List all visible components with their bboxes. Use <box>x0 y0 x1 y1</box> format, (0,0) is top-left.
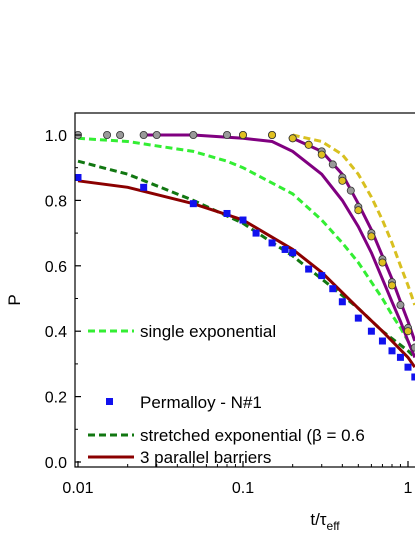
data-point-0-17 <box>396 353 404 361</box>
data-point-1-6 <box>223 130 232 139</box>
data-point-2-8 <box>378 258 387 267</box>
data-point-2-4 <box>317 150 326 159</box>
data-point-0-14 <box>367 327 375 335</box>
data-point-0-7 <box>281 245 289 253</box>
y-axis-label: P <box>5 294 24 305</box>
series-line-3 <box>77 136 415 355</box>
data-point-0-4 <box>239 216 247 224</box>
data-point-0-10 <box>318 272 326 280</box>
data-point-2-3 <box>304 140 313 149</box>
data-point-1-3 <box>139 130 148 139</box>
x-axis-label: t/τeff <box>310 510 340 533</box>
data-point-2-7 <box>367 232 376 241</box>
data-point-0-13 <box>354 314 362 322</box>
data-point-2-5 <box>338 176 347 185</box>
legend-label-0: single exponential <box>140 322 276 341</box>
x-tick-label-1: 0.1 <box>232 480 254 497</box>
legend: single exponential Permalloy - N#1 stretch… <box>88 322 365 467</box>
x-tick-label-2: 1 <box>404 480 413 497</box>
series-line-7 <box>143 133 415 358</box>
data-point-0-9 <box>305 265 313 273</box>
data-point-2-0 <box>238 130 247 139</box>
data-point-0-6 <box>268 239 276 247</box>
data-point-1-12 <box>328 160 337 169</box>
legend-label-3: 3 parallel barriers <box>140 448 271 467</box>
data-point-1-2 <box>116 130 125 139</box>
y-tick-label-2: 0.4 <box>45 324 67 341</box>
legend-label-2: stretched exponential (β = 0.6 <box>140 426 365 445</box>
data-point-0-0 <box>75 174 82 182</box>
data-point-1-4 <box>152 130 161 139</box>
data-point-0-5 <box>252 229 260 237</box>
legend-marker-1 <box>106 398 113 405</box>
series-line-6 <box>77 179 415 369</box>
data-point-0-12 <box>338 298 346 306</box>
data-point-0-3 <box>223 209 231 217</box>
y-tick-label-3: 0.6 <box>45 259 67 276</box>
y-tick-label-0: 0.0 <box>45 455 67 472</box>
axes: 0.0 0.2 0.4 0.6 0.8 1.0 0.01 0.1 1 <box>45 128 413 497</box>
plot-frame <box>74 112 415 468</box>
data-point-0-11 <box>329 285 337 293</box>
y-tick-label-5: 1.0 <box>45 128 67 145</box>
data-point-0-1 <box>140 183 148 191</box>
data-point-1-21 <box>410 343 415 352</box>
data-point-2-6 <box>354 206 363 215</box>
data-point-1-1 <box>103 130 112 139</box>
data-point-0-18 <box>404 363 412 371</box>
data-point-1-14 <box>346 186 355 195</box>
data-point-0-2 <box>189 200 197 208</box>
data-point-2-9 <box>388 281 397 290</box>
series-line-5 <box>292 133 415 306</box>
x-tick-label-0: 0.01 <box>62 480 93 497</box>
data-point-2-2 <box>288 134 297 143</box>
y-tick-label-1: 0.2 <box>45 390 67 407</box>
data-point-1-19 <box>396 301 405 310</box>
y-tick-label-4: 0.8 <box>45 193 67 210</box>
data-point-0-8 <box>289 249 297 257</box>
data-point-0-16 <box>388 347 396 355</box>
data-point-2-1 <box>268 130 277 139</box>
plot-area <box>75 130 415 381</box>
legend-label-1: Permalloy - N#1 <box>140 393 262 412</box>
data-point-0-19 <box>411 373 415 381</box>
data-point-0-15 <box>378 337 386 345</box>
data-point-1-5 <box>189 130 198 139</box>
data-point-2-10 <box>403 327 412 336</box>
